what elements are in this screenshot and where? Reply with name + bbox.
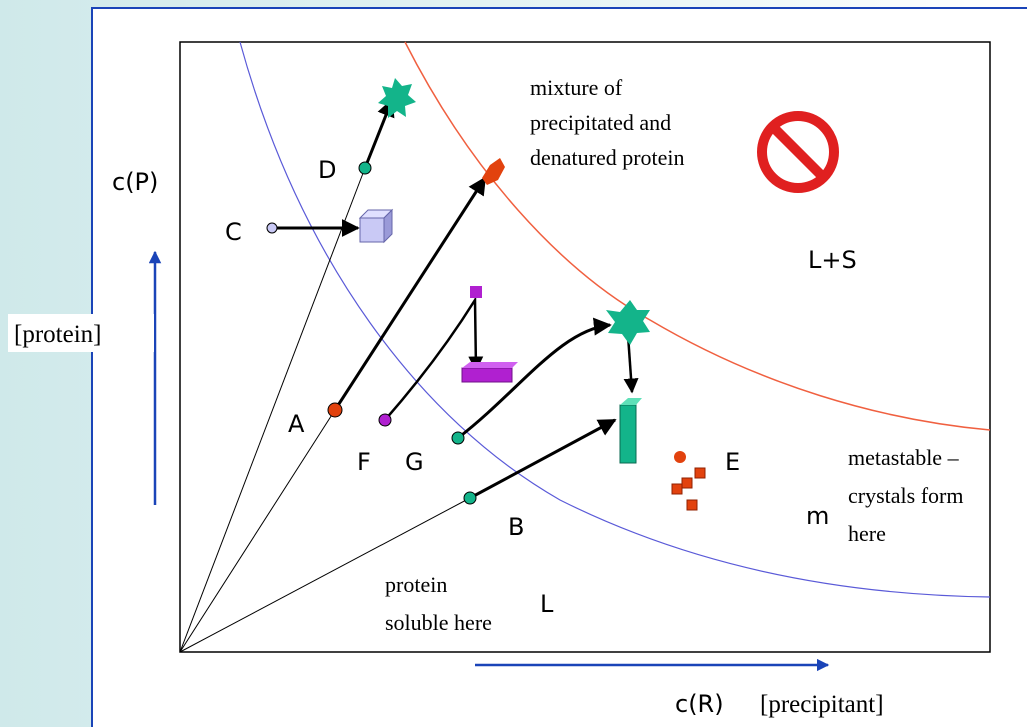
region-text: here xyxy=(848,521,886,546)
region-text: crystals form xyxy=(848,483,963,508)
cube xyxy=(360,210,392,242)
point-label: A xyxy=(288,410,305,438)
region-label: L+S xyxy=(808,246,857,274)
axis-caption: [protein] xyxy=(14,321,101,348)
region-text: protein xyxy=(385,572,447,597)
point-label: E xyxy=(725,448,740,476)
small-crystal xyxy=(470,286,482,298)
region-text: metastable – xyxy=(848,445,960,470)
point-label: C xyxy=(225,218,242,246)
plate-crystal xyxy=(462,362,518,382)
region-text: mixture of xyxy=(530,75,623,100)
point-label: G xyxy=(405,448,424,476)
axis-caption: [precipitant] xyxy=(760,691,884,718)
region-text: denatured protein xyxy=(530,145,685,170)
point-label: D xyxy=(318,156,336,184)
axis-label: c(R) xyxy=(675,690,724,718)
region-text: precipitated and xyxy=(530,110,671,135)
point-label: B xyxy=(508,513,524,541)
region-label: m xyxy=(806,502,829,530)
axis-label: c(P) xyxy=(112,168,158,196)
region-text: soluble here xyxy=(385,610,492,635)
phase-diagram: c(P) [protein] c(R) [precipitant] mixtur… xyxy=(0,0,1027,727)
point-label: F xyxy=(357,448,371,476)
region-label: L xyxy=(540,590,554,618)
